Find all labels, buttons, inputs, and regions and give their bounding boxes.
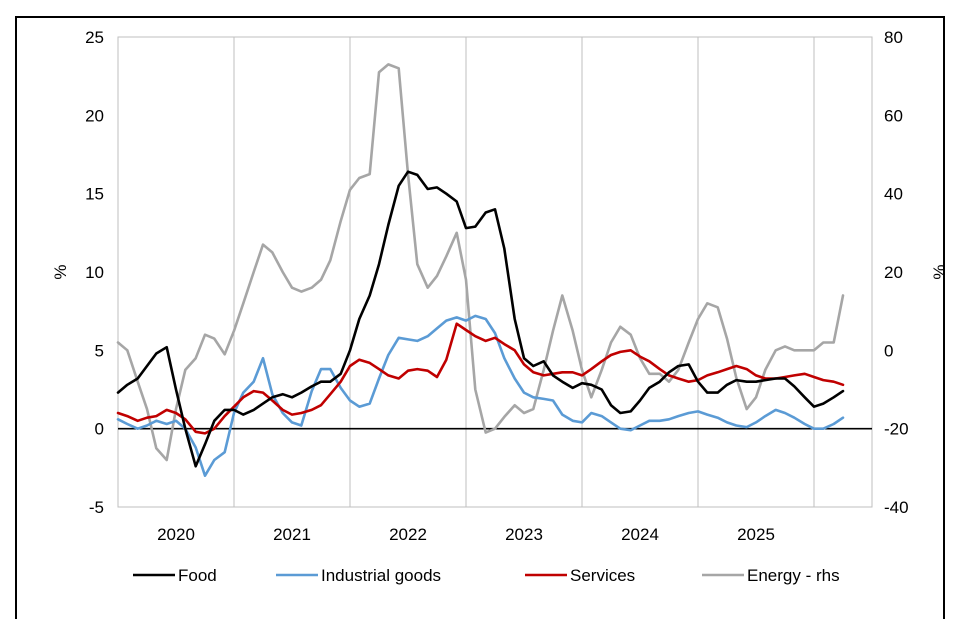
left-tick-label: 15 xyxy=(85,185,104,204)
left-tick-label: 5 xyxy=(95,341,104,360)
right-tick-label: 60 xyxy=(884,106,903,125)
left-tick-label: 20 xyxy=(85,106,104,125)
series-line-food xyxy=(116,170,845,468)
series-lines xyxy=(116,63,845,478)
left-tick-label: -5 xyxy=(89,498,104,517)
right-tick-label: -40 xyxy=(884,498,909,517)
legend-label-industrial: Industrial goods xyxy=(321,566,441,585)
right-axis-label: % xyxy=(930,264,949,279)
series-line-services xyxy=(116,322,845,435)
x-tick-label: 2024 xyxy=(621,525,659,544)
legend-label-energy: Energy - rhs xyxy=(747,566,840,585)
gridlines xyxy=(233,37,815,507)
x-tick-label: 2020 xyxy=(157,525,195,544)
left-tick-label: 0 xyxy=(95,420,104,439)
left-axis: 25 20 15 10 5 0 -5 xyxy=(85,28,104,517)
x-axis: 2020 2021 2022 2023 2024 2025 xyxy=(157,525,775,544)
legend: Food Industrial goods Services Energy - rhs xyxy=(133,566,840,585)
right-tick-label: 20 xyxy=(884,263,903,282)
plot-area xyxy=(117,36,873,508)
series-line-energy xyxy=(116,63,845,462)
right-tick-label: 0 xyxy=(884,341,893,360)
x-tick-label: 2022 xyxy=(389,525,427,544)
chart-frame xyxy=(15,16,945,619)
right-tick-label: 40 xyxy=(884,185,903,204)
left-tick-label: 10 xyxy=(85,263,104,282)
right-tick-label: -20 xyxy=(884,420,909,439)
right-tick-label: 80 xyxy=(884,28,903,47)
legend-label-services: Services xyxy=(570,566,635,585)
right-axis: 80 60 40 20 0 -20 -40 xyxy=(884,28,909,517)
x-tick-label: 2021 xyxy=(273,525,311,544)
left-axis-label: % xyxy=(51,264,70,279)
left-tick-label: 25 xyxy=(85,28,104,47)
x-tick-label: 2023 xyxy=(505,525,543,544)
x-tick-label: 2025 xyxy=(737,525,775,544)
legend-label-food: Food xyxy=(178,566,217,585)
